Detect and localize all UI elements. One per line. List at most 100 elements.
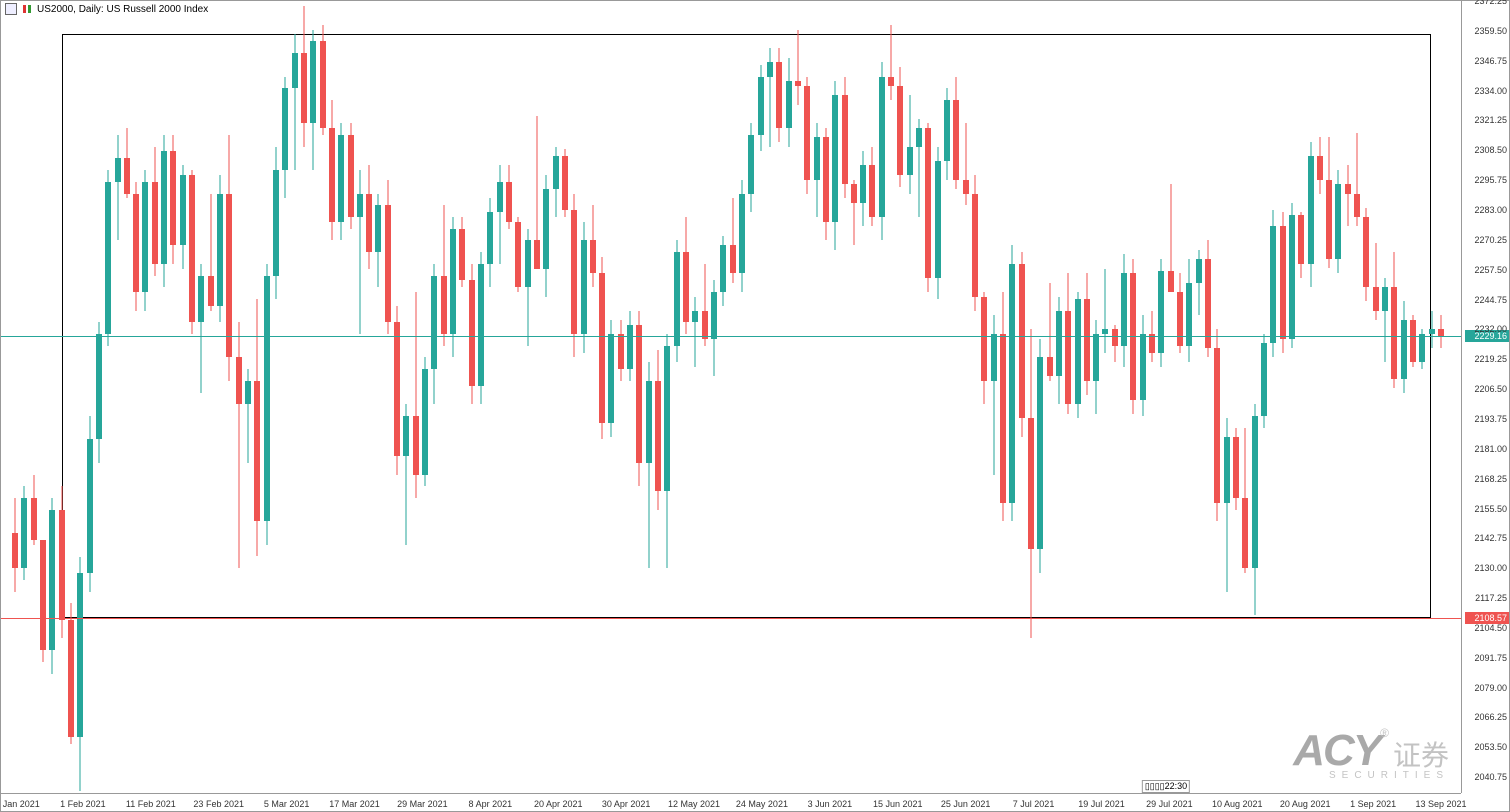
candle[interactable] <box>142 1 148 793</box>
candle[interactable] <box>338 1 344 793</box>
candle[interactable] <box>1121 1 1127 793</box>
candle[interactable] <box>40 1 46 793</box>
candle[interactable] <box>1009 1 1015 793</box>
candle[interactable] <box>320 1 326 793</box>
candle[interactable] <box>925 1 931 793</box>
candle[interactable] <box>1363 1 1369 793</box>
candle[interactable] <box>170 1 176 793</box>
candle[interactable] <box>1000 1 1006 793</box>
candle[interactable] <box>431 1 437 793</box>
candle[interactable] <box>646 1 652 793</box>
candle[interactable] <box>208 1 214 793</box>
candle[interactable] <box>702 1 708 793</box>
candle[interactable] <box>1233 1 1239 793</box>
candle[interactable] <box>1438 1 1444 793</box>
candle[interactable] <box>804 1 810 793</box>
candle[interactable] <box>767 1 773 793</box>
candle[interactable] <box>534 1 540 793</box>
candle[interactable] <box>1084 1 1090 793</box>
candle[interactable] <box>115 1 121 793</box>
candle[interactable] <box>916 1 922 793</box>
candle[interactable] <box>77 1 83 793</box>
candle[interactable] <box>711 1 717 793</box>
candle[interactable] <box>236 1 242 793</box>
candle[interactable] <box>1280 1 1286 793</box>
candle[interactable] <box>991 1 997 793</box>
candle[interactable] <box>748 1 754 793</box>
candle[interactable] <box>217 1 223 793</box>
candle[interactable] <box>1382 1 1388 793</box>
candle[interactable] <box>1401 1 1407 793</box>
candle[interactable] <box>1158 1 1164 793</box>
candle[interactable] <box>403 1 409 793</box>
candle[interactable] <box>776 1 782 793</box>
candle[interactable] <box>1102 1 1108 793</box>
candle[interactable] <box>198 1 204 793</box>
candle[interactable] <box>189 1 195 793</box>
candle[interactable] <box>1373 1 1379 793</box>
candle[interactable] <box>897 1 903 793</box>
chart-plot-area[interactable]: 2229.162108.57 <box>1 1 1461 793</box>
candle[interactable] <box>469 1 475 793</box>
candle[interactable] <box>608 1 614 793</box>
candle[interactable] <box>581 1 587 793</box>
candle[interactable] <box>795 1 801 793</box>
candle[interactable] <box>1056 1 1062 793</box>
candle[interactable] <box>758 1 764 793</box>
candle[interactable] <box>1112 1 1118 793</box>
candle[interactable] <box>1289 1 1295 793</box>
candle[interactable] <box>963 1 969 793</box>
candle[interactable] <box>1242 1 1248 793</box>
candle[interactable] <box>264 1 270 793</box>
candle[interactable] <box>981 1 987 793</box>
candle[interactable] <box>1354 1 1360 793</box>
candle[interactable] <box>301 1 307 793</box>
candle[interactable] <box>459 1 465 793</box>
candle[interactable] <box>664 1 670 793</box>
candle[interactable] <box>413 1 419 793</box>
candle[interactable] <box>1065 1 1071 793</box>
candle[interactable] <box>636 1 642 793</box>
candle[interactable] <box>12 1 18 793</box>
candle[interactable] <box>450 1 456 793</box>
candle[interactable] <box>366 1 372 793</box>
candle[interactable] <box>1186 1 1192 793</box>
candle[interactable] <box>348 1 354 793</box>
candle[interactable] <box>842 1 848 793</box>
candle[interactable] <box>860 1 866 793</box>
candle[interactable] <box>1177 1 1183 793</box>
candle[interactable] <box>832 1 838 793</box>
candle[interactable] <box>49 1 55 793</box>
overview-icon[interactable] <box>5 3 17 15</box>
candle[interactable] <box>68 1 74 793</box>
candle[interactable] <box>1140 1 1146 793</box>
candle[interactable] <box>1261 1 1267 793</box>
candle[interactable] <box>375 1 381 793</box>
candle[interactable] <box>357 1 363 793</box>
candle[interactable] <box>1335 1 1341 793</box>
candle[interactable] <box>87 1 93 793</box>
candle[interactable] <box>282 1 288 793</box>
candle[interactable] <box>1149 1 1155 793</box>
candle[interactable] <box>618 1 624 793</box>
candle[interactable] <box>226 1 232 793</box>
candle[interactable] <box>1028 1 1034 793</box>
candle[interactable] <box>245 1 251 793</box>
candle[interactable] <box>1252 1 1258 793</box>
candle[interactable] <box>730 1 736 793</box>
candle[interactable] <box>180 1 186 793</box>
candle[interactable] <box>786 1 792 793</box>
candle[interactable] <box>59 1 65 793</box>
candle[interactable] <box>96 1 102 793</box>
candle[interactable] <box>655 1 661 793</box>
candle[interactable] <box>720 1 726 793</box>
candle[interactable] <box>543 1 549 793</box>
candle[interactable] <box>553 1 559 793</box>
candle[interactable] <box>692 1 698 793</box>
candle[interactable] <box>851 1 857 793</box>
candle[interactable] <box>1019 1 1025 793</box>
candle[interactable] <box>1345 1 1351 793</box>
candle[interactable] <box>944 1 950 793</box>
candle[interactable] <box>571 1 577 793</box>
candle[interactable] <box>888 1 894 793</box>
